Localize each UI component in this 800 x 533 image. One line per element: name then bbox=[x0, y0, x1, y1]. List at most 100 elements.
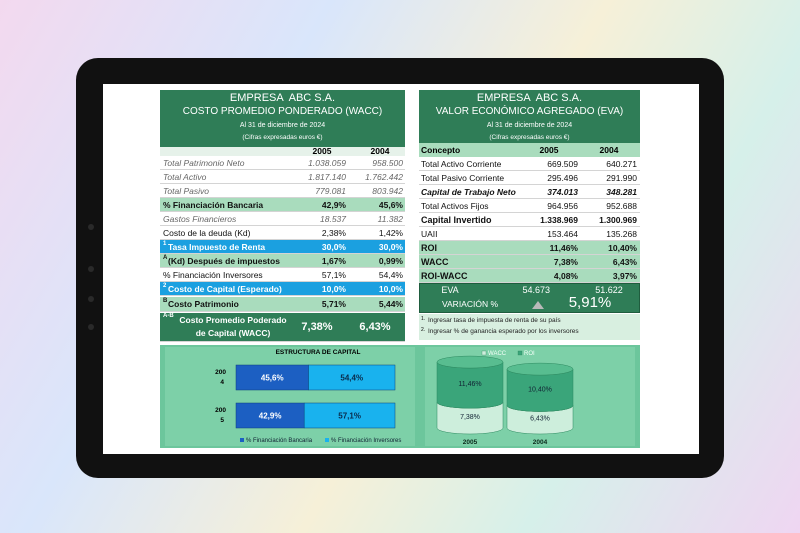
cell-value: 295.496 bbox=[547, 173, 578, 183]
table-date: Al 31 de diciembre de 2024 bbox=[486, 122, 573, 129]
cell-value: 6,43% bbox=[359, 321, 391, 333]
row-marker: B bbox=[163, 298, 168, 304]
column-header: 2004 bbox=[370, 146, 390, 156]
up-arrow bbox=[532, 301, 544, 309]
eva-box bbox=[419, 283, 640, 313]
row-label: Total Activo Corriente bbox=[421, 159, 502, 169]
category-label: 2004 bbox=[533, 439, 548, 446]
row-label: Total Pasivo Corriente bbox=[421, 173, 505, 183]
table-title: COSTO PROMEDIO PONDERADO (WACC) bbox=[182, 106, 383, 117]
table-row: 1 Tasa Impuesto de Renta 30,0% 30,0% bbox=[160, 240, 405, 254]
row-label: % Financiación Inversores bbox=[163, 270, 263, 280]
sensor bbox=[88, 296, 94, 302]
camera bbox=[88, 224, 94, 230]
column-header: 2004 bbox=[599, 145, 619, 155]
table-row: Total Pasivo Corriente 295.496 291.990 bbox=[419, 171, 640, 185]
value-label: 54,4% bbox=[340, 374, 363, 383]
cell-value: 57,1% bbox=[321, 270, 346, 280]
table-row: % Financiación Inversores 57,1% 54,4% bbox=[160, 268, 405, 282]
company-name: EMPRESA ABC S.A. bbox=[229, 92, 336, 104]
bar-segment bbox=[235, 402, 305, 429]
table-row: UAII 153.464 135.268 bbox=[419, 227, 640, 241]
cell-value: 10,0% bbox=[378, 284, 403, 294]
charts: ESTRUCTURA DE CAPITAL 200 4 45,6% 54,4% 200 5 4… bbox=[165, 347, 635, 446]
legend-label: ROI bbox=[524, 351, 535, 357]
column-header-row bbox=[419, 143, 640, 157]
cell-value: 42,9% bbox=[321, 200, 346, 210]
row-marker: A-B bbox=[163, 313, 174, 319]
row-label: UAII bbox=[421, 229, 438, 239]
value-label: 10,40% bbox=[528, 386, 552, 393]
table-title: VALOR ECONÓMICO AGREGADO (EVA) bbox=[435, 106, 624, 117]
chart-title: ESTRUCTURA DE CAPITAL bbox=[276, 349, 361, 356]
table-row: A (Kd) Después de impuestos 1,67% 0,99% bbox=[160, 254, 405, 268]
cell-value: 669.509 bbox=[547, 159, 578, 169]
cell-value: 1.762.442 bbox=[365, 172, 403, 182]
row-label: Costo Promedio Poderado de Capital (WACC… bbox=[179, 315, 287, 338]
cell-value: 1,42% bbox=[378, 228, 403, 238]
table-row: Capital de Trabajo Neto 374.013 348.281 bbox=[419, 185, 640, 199]
table-row: B Costo Patrimonio 5,71% 5,44% bbox=[160, 297, 405, 312]
cell-value: 958.500 bbox=[372, 158, 403, 168]
cell-value: 5,44% bbox=[378, 299, 403, 309]
company-name: EMPRESA ABC S.A. bbox=[476, 92, 583, 104]
table-row: Total Pasivo 779.081 803.942 bbox=[160, 184, 405, 198]
cell-value: 3,97% bbox=[612, 271, 637, 281]
eva-value: 51.622 bbox=[595, 285, 623, 295]
row-label: ROI bbox=[421, 243, 438, 253]
legend-label: WACC bbox=[488, 351, 507, 357]
cell-value: 348.281 bbox=[606, 187, 637, 197]
cell-value: 135.268 bbox=[606, 229, 637, 239]
cell-value: 803.942 bbox=[372, 186, 403, 196]
note-text: Ingresar % de ganancia esperado por los … bbox=[428, 328, 579, 335]
row-label: Gastos Financieros bbox=[163, 214, 237, 224]
bar-segment bbox=[235, 364, 309, 391]
row-marker: 2 bbox=[163, 283, 167, 289]
legend-swatch bbox=[240, 438, 244, 442]
cell-value: 1.817.140 bbox=[308, 172, 346, 182]
cell-value: 0,99% bbox=[378, 256, 403, 266]
value-label: 7,38% bbox=[460, 414, 480, 421]
table-row: % Financiación Bancaria 42,9% 45,6% bbox=[160, 198, 405, 212]
cell-value: 6,43% bbox=[612, 257, 637, 267]
value-label: 11,46% bbox=[458, 381, 481, 388]
bar-segment bbox=[303, 402, 396, 429]
category-label: 2005 bbox=[463, 439, 478, 446]
cell-value: 952.688 bbox=[606, 201, 637, 211]
eva-label: EVA bbox=[441, 285, 459, 295]
chart-area bbox=[165, 347, 415, 446]
cylinder-top bbox=[506, 362, 574, 376]
cell-value: 7,38% bbox=[553, 257, 578, 267]
value-label: 45,6% bbox=[261, 374, 284, 383]
column-header-row bbox=[160, 147, 405, 157]
note-marker: 1. bbox=[421, 316, 426, 322]
table-header bbox=[419, 90, 640, 147]
row-label: Total Activo bbox=[163, 172, 207, 182]
value-label: 42,9% bbox=[259, 412, 282, 421]
table-row: Capital Invertido 1.338.969 1.300.969 bbox=[419, 213, 640, 227]
row-label: (Kd) Después de impuestos bbox=[168, 256, 280, 266]
table-header bbox=[160, 90, 405, 147]
row-label: Costo Patrimonio bbox=[168, 299, 239, 309]
row-label: WACC bbox=[421, 257, 449, 267]
cell-value: 4,08% bbox=[553, 271, 578, 281]
cell-value: 374.013 bbox=[547, 187, 578, 197]
row-label: Costo de la deuda (Kd) bbox=[163, 228, 251, 238]
table-row: Total Activo Corriente 669.509 640.271 bbox=[419, 157, 640, 171]
cell-value: 2,38% bbox=[321, 228, 346, 238]
value-label: 57,1% bbox=[338, 412, 361, 421]
cell-value: 10,0% bbox=[321, 284, 346, 294]
cell-value: 7,38% bbox=[301, 321, 333, 333]
table-row: 2 Costo de Capital (Esperado) 10,0% 10,0% bbox=[160, 282, 405, 296]
cell-value: 18.537 bbox=[320, 214, 346, 224]
column-header: Concepto bbox=[421, 145, 461, 155]
column-header: 2005 bbox=[539, 145, 559, 155]
cell-value: 1.338.969 bbox=[540, 215, 578, 225]
cell-value: 45,6% bbox=[378, 200, 403, 210]
cell-value: 11,46% bbox=[549, 243, 578, 253]
row-label: Total Pasivo bbox=[163, 186, 209, 196]
cell-value: 1.300.969 bbox=[599, 215, 637, 225]
legend-swatch bbox=[325, 438, 329, 442]
row-label: % Financiación Bancaria bbox=[163, 200, 264, 210]
